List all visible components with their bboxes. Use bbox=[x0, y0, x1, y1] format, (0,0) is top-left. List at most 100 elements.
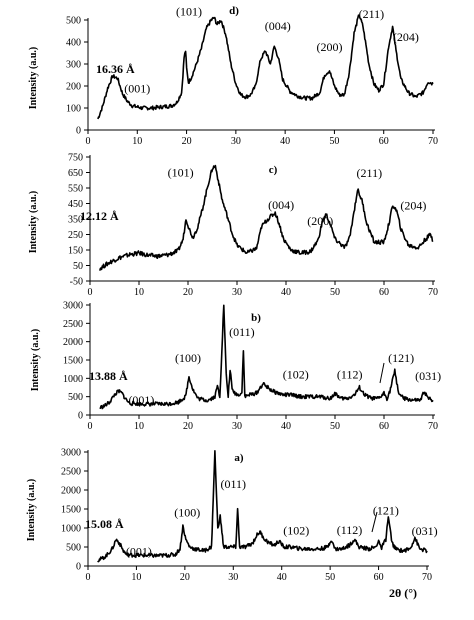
x-tick-label: 30 bbox=[228, 572, 238, 583]
y-tick-label: 0 bbox=[76, 126, 81, 137]
annotation-pointer bbox=[371, 511, 378, 533]
peak-label: (101) bbox=[176, 5, 202, 19]
peak-label: (102) bbox=[283, 523, 309, 537]
peak-label: (101) bbox=[168, 165, 194, 179]
x-tick-label: 30 bbox=[232, 287, 242, 298]
peak-label: (100) bbox=[174, 506, 200, 520]
x-tick-label: 20 bbox=[183, 421, 193, 432]
x-tick-label: 70 bbox=[428, 287, 438, 298]
panel-3: 0 500 1000 1500 2000 2500 3000 0 10 20 30 40 50 60 70 I… bbox=[30, 301, 441, 433]
y-tick-label: -50 bbox=[70, 277, 83, 288]
x-tick-label: 60 bbox=[374, 572, 384, 583]
annotation-pointer bbox=[379, 362, 385, 384]
x-tick-label: 40 bbox=[281, 287, 291, 298]
x-tick-label: 40 bbox=[280, 136, 290, 147]
x-tick-label: 0 bbox=[86, 572, 91, 583]
x-tick-label: 60 bbox=[379, 287, 389, 298]
y-tick-label: 300 bbox=[66, 60, 81, 71]
x-tick-label: 40 bbox=[281, 421, 291, 432]
peak-label: (211) bbox=[359, 7, 385, 21]
panel-1: 0 100 200 300 400 500 0 10 20 30 40 50 60 70 Intensity… bbox=[28, 5, 438, 147]
y-tick-label: 3000 bbox=[61, 448, 81, 459]
panel-letter: b) bbox=[251, 312, 261, 324]
y-tick-label: 1500 bbox=[61, 505, 81, 516]
x-tick-label: 0 bbox=[88, 287, 93, 298]
x-tick-label: 40 bbox=[277, 572, 287, 583]
y-tick-label: 500 bbox=[68, 392, 83, 403]
y-axis-label: Intensity (a.u.) bbox=[28, 47, 39, 110]
d-spacing-label: 16.36 Å bbox=[96, 62, 135, 76]
peak-label: (204) bbox=[400, 199, 426, 213]
x-tick-label: 20 bbox=[182, 136, 192, 147]
peak-label: (001) bbox=[128, 393, 154, 407]
peak-label: (112) bbox=[337, 523, 363, 537]
y-tick-label: 150 bbox=[68, 246, 83, 257]
y-tick-label: 550 bbox=[68, 184, 83, 195]
y-tick-label: 2500 bbox=[63, 319, 83, 330]
peak-label: (031) bbox=[412, 524, 438, 538]
d-spacing-label: 13.88 Å bbox=[89, 369, 128, 383]
peak-label: (031) bbox=[415, 369, 441, 383]
x-tick-label: 60 bbox=[379, 421, 389, 432]
y-tick-label: 500 bbox=[66, 543, 81, 554]
x-tick-label: 50 bbox=[329, 136, 339, 147]
panel-letter: d) bbox=[229, 5, 239, 17]
peak-label: (100) bbox=[175, 351, 201, 365]
peak-label: (121) bbox=[388, 351, 414, 365]
y-tick-label: 400 bbox=[66, 38, 81, 49]
y-tick-label: 2500 bbox=[61, 467, 81, 478]
y-axis-label: Intensity (a.u.) bbox=[26, 479, 37, 542]
y-tick-label: 1500 bbox=[63, 356, 83, 367]
y-tick-label: 100 bbox=[66, 104, 81, 115]
y-axis-label: Intensity (a.u.) bbox=[30, 329, 41, 392]
x-tick-label: 20 bbox=[183, 287, 193, 298]
y-tick-label: 1000 bbox=[61, 524, 81, 535]
x-tick-label: 70 bbox=[428, 421, 438, 432]
x-tick-label: 30 bbox=[231, 136, 241, 147]
y-tick-label: 250 bbox=[68, 230, 83, 241]
y-tick-label: 200 bbox=[66, 82, 81, 93]
y-tick-label: 750 bbox=[68, 153, 83, 164]
x-tick-label: 0 bbox=[86, 136, 91, 147]
xrd-pattern-line bbox=[97, 449, 428, 563]
x-tick-label: 10 bbox=[134, 421, 144, 432]
panel-letter: c) bbox=[269, 164, 278, 176]
xrd-pattern-line bbox=[99, 164, 434, 271]
x-tick-label: 50 bbox=[325, 572, 335, 583]
x-tick-label: 10 bbox=[132, 136, 142, 147]
xrd-pattern-line bbox=[99, 304, 434, 410]
panel-2: -50 50 150 250 350 450 550 650 750 0 10 20 30 40 50 60 7… bbox=[28, 153, 438, 299]
y-tick-label: 2000 bbox=[61, 486, 81, 497]
y-tick-label: 1000 bbox=[63, 374, 83, 385]
y-tick-label: 500 bbox=[66, 16, 81, 27]
peak-label: (004) bbox=[265, 19, 291, 33]
x-tick-label: 10 bbox=[134, 287, 144, 298]
y-tick-label: 0 bbox=[76, 562, 81, 573]
x-tick-label: 0 bbox=[88, 421, 93, 432]
y-axis-label: Intensity (a.u.) bbox=[28, 191, 39, 254]
peak-label: (102) bbox=[283, 367, 309, 381]
x-tick-label: 70 bbox=[428, 136, 438, 147]
y-tick-label: 350 bbox=[68, 215, 83, 226]
peak-label: (001) bbox=[126, 544, 152, 558]
d-spacing-label: 15.08 Å bbox=[85, 517, 124, 531]
panel-letter: a) bbox=[234, 452, 244, 464]
xrd-pattern-line bbox=[97, 14, 434, 120]
x-tick-label: 60 bbox=[379, 136, 389, 147]
peak-label: (001) bbox=[124, 82, 150, 96]
x-tick-label: 30 bbox=[232, 421, 242, 432]
peak-label: (011) bbox=[221, 477, 247, 491]
y-tick-label: 3000 bbox=[63, 301, 83, 312]
x-tick-label: 70 bbox=[422, 572, 432, 583]
peak-label: (211) bbox=[357, 166, 383, 180]
y-tick-label: 0 bbox=[78, 411, 83, 422]
x-axis-label: 2θ (°) bbox=[389, 586, 417, 600]
d-spacing-label: 12.12 Å bbox=[80, 209, 119, 223]
peak-label: (200) bbox=[317, 40, 343, 54]
x-tick-label: 50 bbox=[330, 287, 340, 298]
peak-label: (112) bbox=[337, 367, 363, 381]
y-tick-label: 50 bbox=[73, 261, 83, 272]
y-tick-label: 450 bbox=[68, 199, 83, 210]
peak-label: (004) bbox=[268, 198, 294, 212]
